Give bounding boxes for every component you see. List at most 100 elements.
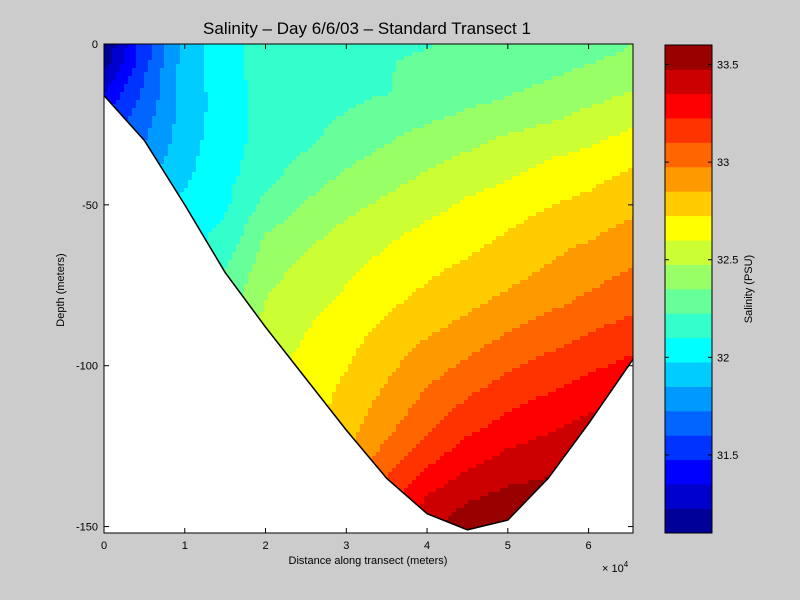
salinity-cell — [508, 124, 513, 129]
salinity-cell — [584, 128, 589, 133]
salinity-cell — [600, 52, 605, 57]
salinity-cell — [440, 108, 445, 113]
salinity-cell — [152, 108, 157, 113]
salinity-cell — [320, 108, 325, 113]
salinity-cell — [296, 120, 301, 125]
salinity-cell — [496, 48, 501, 53]
salinity-cell — [384, 136, 389, 141]
salinity-cell — [348, 148, 353, 153]
salinity-cell — [564, 156, 569, 161]
salinity-cell — [568, 116, 573, 121]
salinity-cell — [364, 72, 369, 77]
salinity-cell — [508, 148, 513, 153]
salinity-cell — [316, 188, 321, 193]
salinity-cell — [192, 84, 197, 89]
salinity-cell — [324, 60, 329, 65]
salinity-cell — [236, 152, 241, 157]
salinity-cell — [492, 100, 497, 105]
salinity-cell — [392, 52, 397, 57]
salinity-cell — [268, 180, 273, 185]
salinity-cell — [464, 180, 469, 185]
salinity-cell — [364, 80, 369, 85]
salinity-cell — [396, 172, 401, 177]
salinity-cell — [324, 96, 329, 101]
salinity-cell — [208, 148, 213, 153]
salinity-cell — [332, 160, 337, 165]
salinity-cell — [128, 76, 133, 81]
salinity-cell — [448, 72, 453, 77]
salinity-cell — [328, 96, 333, 101]
salinity-cell — [320, 60, 325, 65]
salinity-cell — [480, 136, 485, 141]
salinity-cell — [488, 156, 493, 161]
salinity-cell — [180, 188, 185, 193]
salinity-cell — [624, 148, 629, 153]
salinity-cell — [536, 92, 541, 97]
salinity-cell — [388, 172, 393, 177]
salinity-cell — [580, 96, 585, 101]
salinity-cell — [440, 68, 445, 73]
salinity-cell — [472, 96, 477, 101]
salinity-cell — [176, 104, 181, 109]
salinity-cell — [520, 108, 525, 113]
salinity-cell — [124, 88, 129, 93]
salinity-cell — [332, 60, 337, 65]
salinity-cell — [384, 88, 389, 93]
salinity-cell — [280, 168, 285, 173]
salinity-cell — [172, 172, 177, 177]
salinity-cell — [360, 44, 365, 49]
salinity-cell — [112, 96, 117, 101]
salinity-cell — [220, 52, 225, 57]
salinity-cell — [384, 176, 389, 181]
salinity-cell — [376, 116, 381, 121]
salinity-cell — [296, 144, 301, 149]
salinity-cell — [628, 100, 633, 105]
salinity-cell — [296, 128, 301, 133]
salinity-cell — [540, 164, 545, 169]
salinity-cell — [284, 56, 289, 61]
salinity-cell — [496, 64, 501, 69]
salinity-cell — [352, 128, 357, 133]
salinity-cell — [340, 144, 345, 149]
salinity-cell — [412, 184, 417, 189]
salinity-cell — [344, 80, 349, 85]
salinity-cell — [168, 68, 173, 73]
salinity-cell — [292, 188, 297, 193]
salinity-cell — [420, 120, 425, 125]
salinity-cell — [384, 96, 389, 101]
salinity-cell — [184, 120, 189, 125]
salinity-cell — [176, 96, 181, 101]
salinity-cell — [300, 84, 305, 89]
salinity-cell — [436, 52, 441, 57]
salinity-cell — [324, 128, 329, 133]
salinity-cell — [384, 76, 389, 81]
salinity-cell — [352, 188, 357, 193]
salinity-cell — [236, 136, 241, 141]
salinity-cell — [580, 84, 585, 89]
salinity-cell — [404, 124, 409, 129]
salinity-cell — [252, 128, 257, 133]
salinity-cell — [320, 100, 325, 105]
salinity-cell — [408, 164, 413, 169]
salinity-cell — [480, 48, 485, 53]
salinity-cell — [508, 60, 513, 65]
salinity-cell — [484, 112, 489, 117]
salinity-cell — [336, 188, 341, 193]
salinity-cell — [292, 88, 297, 93]
salinity-cell — [316, 96, 321, 101]
salinity-cell — [324, 44, 329, 49]
salinity-cell — [380, 176, 385, 181]
salinity-cell — [368, 92, 373, 97]
salinity-cell — [612, 72, 617, 77]
salinity-cell — [500, 184, 505, 189]
salinity-cell — [172, 108, 177, 113]
salinity-cell — [380, 124, 385, 129]
salinity-cell — [248, 96, 253, 101]
salinity-cell — [456, 164, 461, 169]
salinity-cell — [256, 108, 261, 113]
salinity-cell — [520, 132, 525, 137]
salinity-cell — [244, 144, 249, 149]
salinity-cell — [548, 84, 553, 89]
salinity-cell — [512, 156, 517, 161]
salinity-cell — [404, 48, 409, 53]
